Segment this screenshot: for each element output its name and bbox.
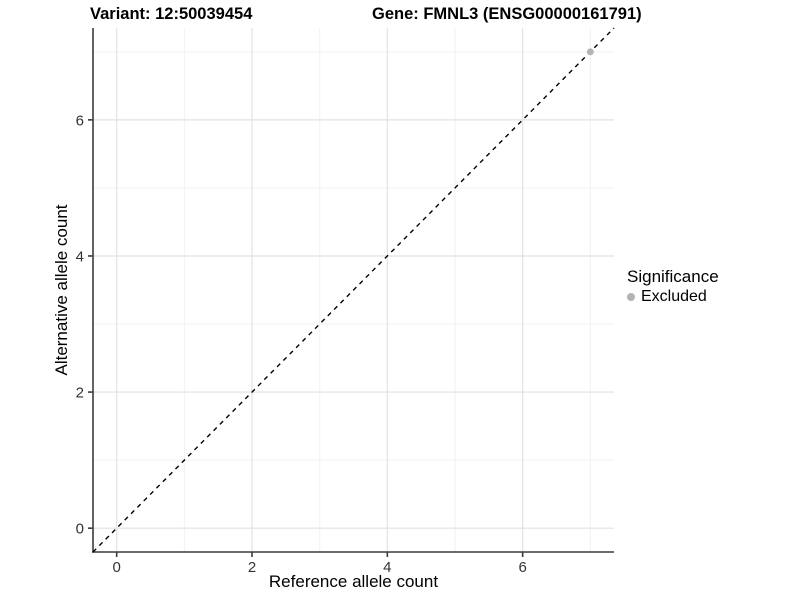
y-tick-label: 2 xyxy=(76,385,84,402)
legend-entry: Excluded xyxy=(627,287,719,307)
x-axis-title: Reference allele count xyxy=(268,572,439,591)
x-tick-label: 0 xyxy=(113,559,121,576)
legend-entries: Excluded xyxy=(627,287,719,307)
y-tick-label: 4 xyxy=(76,248,84,265)
legend-label: Excluded xyxy=(641,288,707,306)
data-point xyxy=(586,48,594,56)
plot-title-variant: Variant: 12:50039454 xyxy=(90,5,253,23)
legend-title: Significance xyxy=(627,267,719,286)
plot-title-gene: Gene: FMNL3 (ENSG00000161791) xyxy=(372,5,642,23)
x-tick-label: 2 xyxy=(248,559,256,576)
y-tick-label: 0 xyxy=(76,521,84,538)
legend: Significance Excluded xyxy=(627,266,719,307)
identity-line xyxy=(92,27,615,553)
legend-point-icon xyxy=(627,293,635,302)
x-tick-label: 4 xyxy=(383,559,391,576)
x-tick-label: 6 xyxy=(518,559,526,576)
y-tick-label: 6 xyxy=(76,112,84,129)
